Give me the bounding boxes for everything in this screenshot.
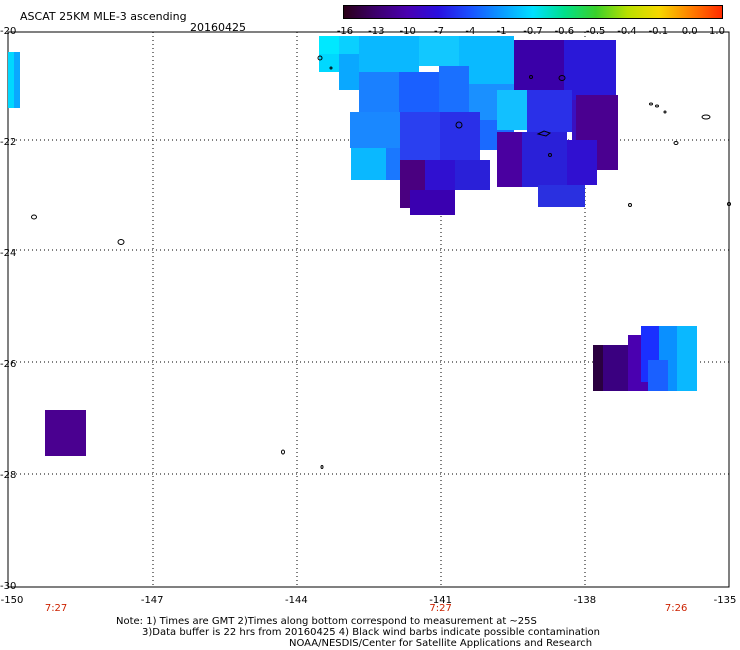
y-tick-label: -28 <box>0 470 17 481</box>
x-tick-label: -150 <box>0 595 24 606</box>
wind-swath-left-edge <box>8 52 20 108</box>
y-tick-label: -20 <box>0 26 17 37</box>
wind-swath-lower-left <box>45 410 86 456</box>
y-tick-label: -22 <box>0 137 17 148</box>
colorbar-label: -16 <box>336 26 354 37</box>
note-line-1: Note: 1) Times are GMT 2)Times along bot… <box>116 616 537 627</box>
colorbar-label: -0.5 <box>585 26 606 37</box>
colorbar-label: -0.1 <box>648 26 669 37</box>
colorbar-gradient <box>344 6 722 18</box>
x-tick-label: -144 <box>285 595 308 606</box>
colorbar-label: 0.0 <box>681 26 698 37</box>
colorbar <box>343 5 723 19</box>
time-label: 7:27 <box>429 603 452 614</box>
colorbar-label: 1.0 <box>709 26 725 37</box>
time-label: 7:26 <box>664 603 688 614</box>
colorbar-label: -4 <box>465 26 476 37</box>
colorbar-label: -0.4 <box>617 26 637 37</box>
colorbar-label: -13 <box>368 26 385 37</box>
wind-swath-upper <box>319 36 618 215</box>
y-tick-label: -24 <box>0 248 17 259</box>
x-tick-label: -141 <box>429 595 452 606</box>
colorbar-label: -7 <box>434 26 444 37</box>
island-outlines <box>31 55 731 469</box>
colorbar-label: -0.6 <box>554 26 575 37</box>
note-line-2: 3)Data buffer is 22 hrs from 20160425 4)… <box>142 627 600 638</box>
plot-frame <box>7 31 730 588</box>
x-tick-label: -138 <box>573 595 597 606</box>
colorbar-label: -0.7 <box>523 26 543 37</box>
y-tick-label: -26 <box>0 359 17 370</box>
time-label: 7:27 <box>44 603 68 614</box>
colorbar-label: -1 <box>496 26 507 37</box>
x-tick-label: -135 <box>713 595 737 606</box>
map-title: ASCAT 25KM MLE-3 ascending <box>20 10 187 23</box>
note-line-3: NOAA/NESDIS/Center for Satellite Applica… <box>289 638 593 649</box>
x-tick-label: -147 <box>140 595 164 606</box>
wind-swath-lower-right <box>593 326 697 391</box>
map-date: 20160425 <box>190 21 246 34</box>
colorbar-label: -10 <box>399 26 416 37</box>
y-tick-label: -30 <box>0 581 17 592</box>
